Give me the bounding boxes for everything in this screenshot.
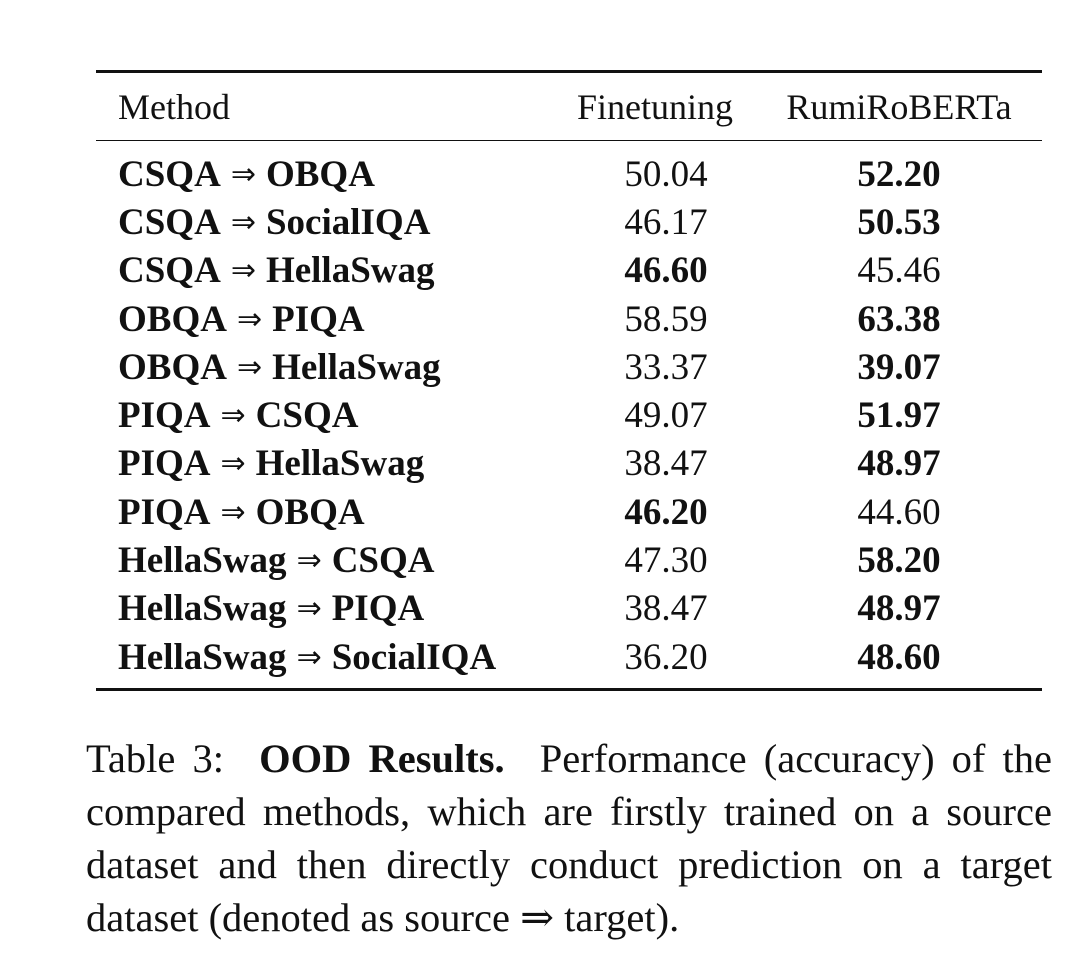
row-method: OBQA ⇒ PIQA <box>96 298 546 341</box>
rumiroberta-score: 44.60 <box>857 491 941 533</box>
target-dataset: SocialIQA <box>331 636 497 678</box>
finetuning-score: 47.30 <box>624 540 708 582</box>
source-dataset: HellaSwag <box>118 540 287 582</box>
table-top-rule <box>96 70 1042 73</box>
table-row: PIQA ⇒ OBQA 46.20 44.60 <box>96 488 1042 536</box>
arrow-icon: ⇒ <box>236 301 263 337</box>
results-table: Method Finetuning RumiRoBERTa CSQA ⇒ OBQA 5… <box>96 70 1042 692</box>
finetuning-score: 46.20 <box>624 491 708 533</box>
target-dataset: CSQA <box>255 395 359 437</box>
caption-title: OOD Results. <box>259 736 505 781</box>
rumiroberta-score: 39.07 <box>857 346 941 388</box>
rumiroberta-score: 48.60 <box>857 636 941 678</box>
table-row: OBQA ⇒ PIQA 58.59 63.38 <box>96 295 1042 343</box>
rumiroberta-score: 45.46 <box>857 250 941 292</box>
rumiroberta-score: 50.53 <box>857 201 941 243</box>
target-dataset: SocialIQA <box>265 201 431 243</box>
target-dataset: OBQA <box>265 153 375 195</box>
arrow-icon: ⇒ <box>296 591 322 627</box>
target-dataset: HellaSwag <box>265 250 435 292</box>
arrow-icon: ⇒ <box>220 446 246 482</box>
finetuning-score: 36.20 <box>624 636 708 678</box>
source-dataset: CSQA <box>118 250 221 292</box>
table-row: HellaSwag ⇒ CSQA 47.30 58.20 <box>96 536 1042 584</box>
table-bottom-rule <box>96 688 1042 692</box>
header-finetuning: Finetuning <box>576 86 733 127</box>
row-method: CSQA ⇒ OBQA <box>96 153 546 196</box>
arrow-icon: ⇒ <box>230 204 256 240</box>
arrow-icon: ⇒ <box>230 253 256 289</box>
target-dataset: OBQA <box>255 491 365 533</box>
row-method: PIQA ⇒ OBQA <box>96 491 546 534</box>
source-dataset: CSQA <box>118 201 221 243</box>
source-dataset: PIQA <box>118 395 211 437</box>
table-row: CSQA ⇒ SocialIQA 46.17 50.53 <box>96 198 1042 246</box>
rumiroberta-score: 48.97 <box>857 443 941 485</box>
finetuning-score: 33.37 <box>624 346 708 388</box>
rumiroberta-score: 63.38 <box>857 298 941 340</box>
finetuning-score: 58.59 <box>624 298 708 340</box>
target-dataset: HellaSwag <box>255 443 425 485</box>
finetuning-score: 38.47 <box>624 443 708 485</box>
caption-label: Table 3: <box>86 736 224 781</box>
rumiroberta-score: 58.20 <box>857 540 941 582</box>
rumiroberta-score: 52.20 <box>857 153 941 195</box>
table-header-row: Method Finetuning RumiRoBERTa <box>96 73 1042 140</box>
row-method: CSQA ⇒ HellaSwag <box>96 249 546 292</box>
target-dataset: HellaSwag <box>272 346 441 388</box>
table-row: HellaSwag ⇒ SocialIQA 36.20 48.60 <box>96 633 1042 681</box>
caption-text: Performance (accuracy) of the compared m… <box>86 736 1053 940</box>
row-method: OBQA ⇒ HellaSwag <box>96 346 546 389</box>
arrow-icon: ⇒ <box>230 156 256 192</box>
arrow-icon: ⇒ <box>296 639 322 675</box>
finetuning-score: 46.17 <box>624 201 708 243</box>
target-dataset: PIQA <box>272 298 365 340</box>
source-dataset: OBQA <box>118 346 227 388</box>
rumiroberta-score: 51.97 <box>857 395 941 437</box>
table-caption: Table 3: OOD Results. Performance (accur… <box>86 732 1052 944</box>
table-row: PIQA ⇒ CSQA 49.07 51.97 <box>96 391 1042 439</box>
target-dataset: PIQA <box>331 588 425 630</box>
target-dataset: CSQA <box>331 540 435 582</box>
source-dataset: OBQA <box>118 298 227 340</box>
arrow-icon: ⇒ <box>220 494 246 530</box>
source-dataset: HellaSwag <box>118 636 287 678</box>
rumiroberta-score: 48.97 <box>857 588 941 630</box>
table-row: PIQA ⇒ HellaSwag 38.47 48.97 <box>96 440 1042 488</box>
table-mid-rule <box>96 140 1042 141</box>
row-method: HellaSwag ⇒ CSQA <box>96 539 546 582</box>
row-method: PIQA ⇒ HellaSwag <box>96 442 546 485</box>
finetuning-score: 49.07 <box>624 395 708 437</box>
row-method: HellaSwag ⇒ SocialIQA <box>96 636 546 679</box>
table-body: CSQA ⇒ OBQA 50.04 52.20 CSQA ⇒ SocialIQA 46.17 50… <box>96 141 1042 688</box>
header-method: Method <box>118 86 230 127</box>
arrow-icon: ⇒ <box>220 398 246 434</box>
arrow-icon: ⇒ <box>296 543 322 579</box>
source-dataset: CSQA <box>118 153 221 195</box>
table-row: HellaSwag ⇒ PIQA 38.47 48.97 <box>96 585 1042 633</box>
finetuning-score: 50.04 <box>624 153 708 195</box>
table-row: CSQA ⇒ HellaSwag 46.60 45.46 <box>96 247 1042 295</box>
finetuning-score: 46.60 <box>624 250 708 292</box>
source-dataset: PIQA <box>118 491 211 533</box>
row-method: CSQA ⇒ SocialIQA <box>96 201 546 244</box>
source-dataset: HellaSwag <box>118 588 287 630</box>
arrow-icon: ⇒ <box>236 349 263 385</box>
header-rumiroberta: RumiRoBERTa <box>786 86 1012 127</box>
row-method: PIQA ⇒ CSQA <box>96 394 546 437</box>
row-method: HellaSwag ⇒ PIQA <box>96 587 546 630</box>
source-dataset: PIQA <box>118 443 211 485</box>
table-row: OBQA ⇒ HellaSwag 33.37 39.07 <box>96 343 1042 391</box>
finetuning-score: 38.47 <box>624 588 708 630</box>
table-row: CSQA ⇒ OBQA 50.04 52.20 <box>96 150 1042 198</box>
